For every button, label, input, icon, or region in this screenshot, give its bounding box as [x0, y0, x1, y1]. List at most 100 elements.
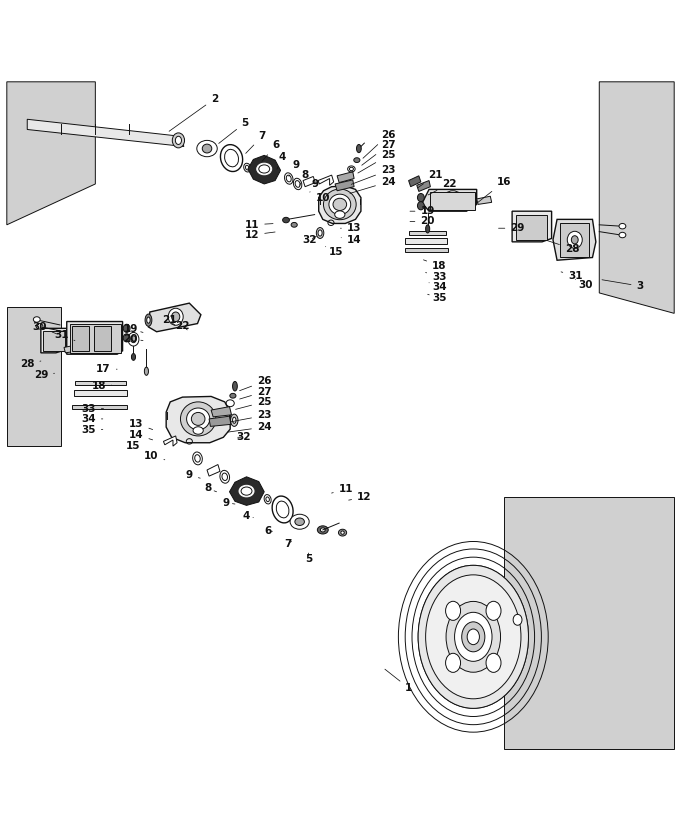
Polygon shape	[599, 81, 674, 313]
Ellipse shape	[333, 199, 347, 210]
Text: 9: 9	[223, 498, 235, 508]
Ellipse shape	[239, 485, 254, 497]
Text: 11: 11	[332, 484, 353, 494]
Text: 24: 24	[227, 422, 272, 432]
Ellipse shape	[418, 565, 528, 708]
Text: 27: 27	[240, 386, 272, 399]
Ellipse shape	[202, 144, 212, 153]
Text: 29: 29	[33, 370, 54, 380]
Bar	[409, 231, 446, 235]
Ellipse shape	[232, 381, 237, 391]
Ellipse shape	[619, 233, 626, 238]
Ellipse shape	[191, 412, 205, 425]
Ellipse shape	[175, 136, 181, 145]
Text: 1: 1	[385, 669, 412, 693]
Text: 22: 22	[175, 321, 190, 331]
Ellipse shape	[318, 230, 322, 236]
Text: 29: 29	[498, 224, 525, 234]
Text: 19: 19	[123, 324, 143, 334]
Polygon shape	[148, 303, 201, 332]
Polygon shape	[303, 176, 315, 187]
Ellipse shape	[445, 602, 460, 621]
Ellipse shape	[187, 408, 210, 430]
Bar	[43, 331, 65, 352]
Bar	[560, 223, 589, 257]
Ellipse shape	[417, 194, 424, 202]
Ellipse shape	[462, 622, 485, 652]
Text: 33: 33	[81, 404, 104, 414]
Text: 28: 28	[548, 241, 580, 253]
Text: 18: 18	[91, 381, 112, 391]
Ellipse shape	[467, 629, 479, 645]
Ellipse shape	[291, 223, 297, 227]
Ellipse shape	[445, 653, 460, 672]
Text: 30: 30	[575, 279, 593, 290]
Text: 24: 24	[350, 177, 396, 194]
Text: 9: 9	[186, 470, 200, 480]
Ellipse shape	[486, 602, 501, 621]
Bar	[94, 327, 111, 351]
Text: 32: 32	[302, 235, 317, 245]
Ellipse shape	[168, 308, 183, 325]
Text: 14: 14	[341, 235, 362, 245]
Text: 20: 20	[123, 333, 143, 343]
Text: 25: 25	[358, 150, 396, 173]
Ellipse shape	[33, 317, 40, 322]
Polygon shape	[477, 196, 492, 204]
Ellipse shape	[128, 332, 139, 346]
Ellipse shape	[446, 602, 501, 672]
Ellipse shape	[283, 218, 289, 223]
Polygon shape	[512, 211, 552, 242]
Text: 13: 13	[340, 224, 362, 234]
Ellipse shape	[295, 180, 300, 187]
Text: 22: 22	[428, 179, 457, 195]
Ellipse shape	[147, 317, 150, 323]
Polygon shape	[64, 345, 79, 353]
Text: 2: 2	[169, 94, 218, 131]
Ellipse shape	[222, 473, 227, 480]
Ellipse shape	[245, 165, 249, 170]
Ellipse shape	[232, 417, 236, 423]
Ellipse shape	[417, 202, 424, 210]
Ellipse shape	[426, 575, 521, 699]
Text: 10: 10	[316, 193, 331, 203]
Polygon shape	[229, 477, 264, 505]
Ellipse shape	[195, 455, 200, 462]
Polygon shape	[27, 120, 184, 146]
Ellipse shape	[323, 189, 356, 219]
Ellipse shape	[567, 231, 582, 248]
Ellipse shape	[225, 150, 238, 167]
Text: 13: 13	[129, 419, 153, 430]
Text: 23: 23	[351, 165, 396, 184]
Ellipse shape	[619, 224, 626, 229]
Ellipse shape	[131, 336, 136, 342]
Text: 9: 9	[310, 179, 318, 192]
Ellipse shape	[443, 191, 463, 210]
Text: 12: 12	[349, 492, 372, 502]
Ellipse shape	[131, 353, 136, 361]
Ellipse shape	[341, 531, 344, 534]
Ellipse shape	[335, 211, 345, 219]
Ellipse shape	[357, 145, 361, 153]
Polygon shape	[422, 189, 477, 211]
Bar	[74, 391, 127, 396]
Text: 8: 8	[300, 170, 308, 185]
Ellipse shape	[349, 167, 353, 170]
Polygon shape	[318, 175, 334, 185]
Ellipse shape	[266, 497, 270, 502]
Text: 5: 5	[305, 553, 312, 563]
Polygon shape	[409, 176, 421, 187]
Text: 35: 35	[81, 425, 103, 435]
Ellipse shape	[144, 367, 148, 376]
Text: 21: 21	[417, 170, 443, 188]
Ellipse shape	[486, 653, 501, 672]
Ellipse shape	[257, 163, 272, 175]
Text: 14: 14	[129, 430, 153, 440]
Ellipse shape	[418, 565, 528, 708]
Ellipse shape	[123, 334, 130, 342]
Text: 6: 6	[264, 526, 272, 536]
Ellipse shape	[454, 612, 492, 661]
Text: 11: 11	[244, 220, 273, 230]
Text: 8: 8	[204, 484, 217, 494]
Bar	[72, 327, 89, 351]
